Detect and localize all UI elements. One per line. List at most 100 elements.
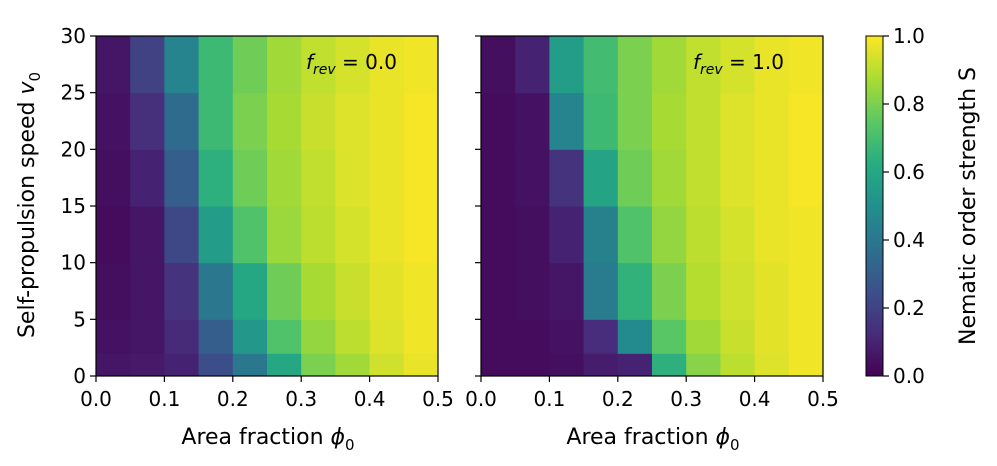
x-axis-label-right: Area fraction ϕ0 <box>566 425 739 454</box>
heatmap-cell <box>549 149 585 207</box>
heatmap-cell <box>369 319 405 354</box>
y-axis-label: Self-propulsion speed v0 <box>15 72 44 338</box>
x-axis-label-text: Area fraction <box>566 425 715 450</box>
heatmap-cell <box>267 206 302 264</box>
heatmap-cell <box>617 149 653 207</box>
heatmap-cell <box>267 36 302 94</box>
y-tick-label: 0 <box>73 364 86 388</box>
heatmap-cell <box>335 92 371 150</box>
heatmap-cell <box>549 206 585 264</box>
heatmap-cell <box>754 92 790 150</box>
heatmap-cell <box>130 36 165 94</box>
heatmap-cell <box>403 36 439 94</box>
heatmap-cell <box>754 319 790 354</box>
heatmap-cell <box>481 262 516 320</box>
heatmap-cell <box>369 36 405 94</box>
heatmap-cell <box>754 36 790 94</box>
heatmap-cell <box>198 149 234 207</box>
heatmap-cell <box>515 353 550 377</box>
annotation-symbol: f <box>693 50 703 74</box>
heatmap-cell <box>198 36 234 94</box>
x-tick-label: 0.1 <box>533 387 565 411</box>
heatmap-cell <box>403 92 439 150</box>
x-tick-label: 0.0 <box>80 387 112 411</box>
heatmap-cell <box>617 206 653 264</box>
heatmap-cell <box>96 149 131 207</box>
heatmap-cell <box>652 262 687 320</box>
x-tick-label: 0.0 <box>465 387 497 411</box>
heatmap-cell <box>788 319 824 354</box>
heatmap-cell <box>301 353 336 377</box>
annotation-symbol: f <box>306 50 316 74</box>
heatmap-cell <box>583 319 619 354</box>
heatmap-cell <box>403 149 439 207</box>
heatmap-cell <box>788 206 824 264</box>
panel-right-annotation: frev = 1.0 <box>693 50 784 78</box>
heatmap-cell <box>686 353 721 377</box>
heatmap-cell <box>617 319 653 354</box>
heatmap-cell <box>481 206 516 264</box>
heatmap-cell <box>369 92 405 150</box>
heatmap-cell <box>232 92 268 150</box>
heatmap-cell <box>652 319 687 354</box>
heatmap-cell <box>198 92 234 150</box>
heatmap-cell <box>686 262 721 320</box>
panel-left-annotation: frev = 0.0 <box>306 50 397 78</box>
heatmap-cell <box>686 149 721 207</box>
colorbar-tick-label: 1.0 <box>893 24 925 48</box>
heatmap-panel-right: 0.0 0.1 0.2 0.3 0.4 0.5 <box>465 35 839 411</box>
heatmap-cell <box>130 319 165 354</box>
heatmap-cell <box>232 262 268 320</box>
heatmap-cell <box>720 92 756 150</box>
heatmap-cell <box>335 262 371 320</box>
heatmap-cell <box>583 149 619 207</box>
heatmap-panel-left: 0.0 0.1 0.2 0.3 0.4 0.5 0 5 10 15 20 25 30 <box>61 24 454 411</box>
heatmap-cell <box>583 353 619 377</box>
heatmap-cell <box>583 36 619 94</box>
heatmap-cell <box>583 92 619 150</box>
x-tick-label: 0.5 <box>807 387 839 411</box>
heatmap-cell <box>301 319 336 354</box>
heatmap-cell <box>481 92 516 150</box>
heatmap-cell <box>335 36 371 94</box>
heatmap-cell <box>301 36 336 94</box>
heatmap-cell <box>788 149 824 207</box>
heatmap-cell <box>198 353 234 377</box>
heatmap-cell <box>335 319 371 354</box>
heatmap-cell <box>754 262 790 320</box>
heatmap-cell <box>369 353 405 377</box>
heatmap-cell <box>267 149 302 207</box>
heatmap-cell <box>369 206 405 264</box>
heatmap-cell <box>481 319 516 354</box>
heatmap-cell <box>164 206 200 264</box>
heatmap-cell <box>481 36 516 94</box>
heatmap-cell <box>267 353 302 377</box>
x-axis-label-text: Area fraction <box>181 425 330 450</box>
x-tick-label: 0.2 <box>602 387 634 411</box>
heatmap-cell <box>686 36 721 94</box>
heatmap-cell <box>617 262 653 320</box>
heatmap-cell <box>96 319 131 354</box>
heatmap-cell <box>481 149 516 207</box>
x-tick-label: 0.2 <box>217 387 249 411</box>
heatmap-cell <box>652 149 687 207</box>
heatmap-cell <box>788 92 824 150</box>
x-tick-label: 0.4 <box>739 387 771 411</box>
heatmap-cell <box>686 319 721 354</box>
heatmap-cell <box>515 149 550 207</box>
x-tick-label: 0.3 <box>670 387 702 411</box>
heatmap-cell <box>267 319 302 354</box>
heatmap-cell <box>617 353 653 377</box>
heatmap-cell <box>164 353 200 377</box>
colorbar-tick-label: 0.4 <box>893 228 925 252</box>
annotation-value: = 1.0 <box>723 50 784 74</box>
heatmap-cell <box>198 206 234 264</box>
heatmap-cell <box>720 319 756 354</box>
heatmap-cell <box>583 262 619 320</box>
heatmap-cell <box>96 353 131 377</box>
heatmap-cell <box>164 36 200 94</box>
heatmap-cell <box>130 353 165 377</box>
heatmap-cell <box>96 92 131 150</box>
heatmap-cell <box>515 319 550 354</box>
